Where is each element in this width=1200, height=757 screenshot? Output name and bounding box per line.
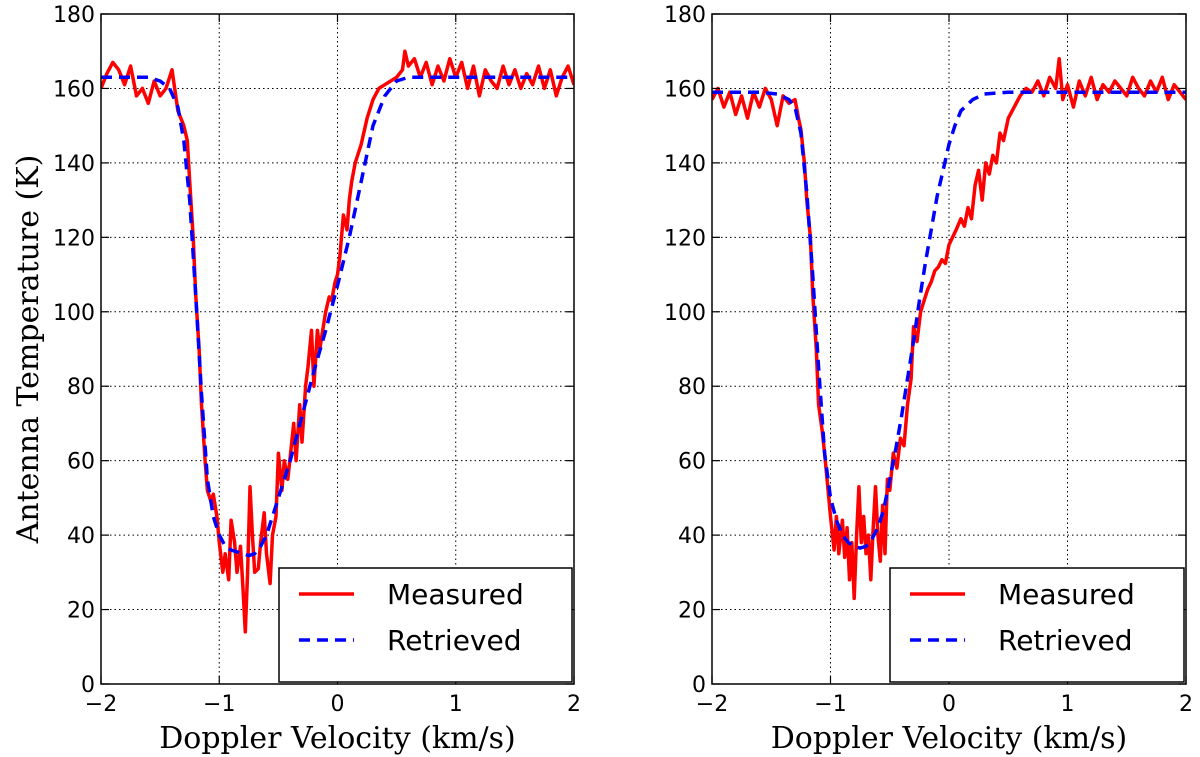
legend-box <box>889 567 1185 683</box>
x-tick-label: 0 <box>942 692 956 717</box>
y-tick-label: 140 <box>664 152 706 177</box>
y-tick-label: 120 <box>664 226 706 251</box>
y-tick-label: 80 <box>678 375 706 400</box>
series-line-measured <box>712 56 1186 601</box>
legend-label-retrieved: Retrieved <box>998 624 1133 657</box>
y-tick-label: 60 <box>678 450 706 475</box>
series-line-retrieved <box>101 75 574 558</box>
x-tick-label: −1 <box>203 692 235 717</box>
x-axis-label: Doppler Velocity (km/s) <box>771 721 1128 756</box>
legend-box <box>278 567 573 683</box>
x-axis-label: Doppler Velocity (km/s) <box>159 721 516 756</box>
y-tick-label: 0 <box>81 673 95 698</box>
legend-label-retrieved: Retrieved <box>387 624 522 657</box>
x-tick-label: 2 <box>567 692 581 717</box>
x-tick-label: 1 <box>449 692 463 717</box>
y-tick-label: 100 <box>53 301 95 326</box>
y-tick-label: 40 <box>678 524 706 549</box>
legend: Measured Retrieved <box>278 567 573 683</box>
legend-label-measured: Measured <box>998 578 1135 611</box>
y-tick-label: 160 <box>664 77 706 102</box>
y-tick-label: 180 <box>53 3 95 28</box>
y-axis-label: Antenna Temperature (K) <box>11 155 46 545</box>
x-tick-label: −1 <box>814 692 846 717</box>
y-tick-label: 160 <box>53 77 95 102</box>
x-tick-label: 0 <box>331 692 345 717</box>
y-tick-label: 20 <box>678 599 706 624</box>
legend: Measured Retrieved <box>889 567 1185 683</box>
y-tick-label: 180 <box>664 3 706 28</box>
legend-label-measured: Measured <box>387 578 524 611</box>
y-tick-label: 140 <box>53 152 95 177</box>
y-tick-label: 60 <box>67 450 95 475</box>
x-tick-label: −2 <box>85 692 117 717</box>
series-line-measured <box>101 49 574 634</box>
series-line-retrieved <box>712 90 1186 550</box>
y-tick-label: 20 <box>67 599 95 624</box>
y-tick-label: 100 <box>664 301 706 326</box>
y-tick-label: 120 <box>53 226 95 251</box>
x-tick-label: 2 <box>1179 692 1193 717</box>
x-tick-label: −2 <box>696 692 728 717</box>
y-tick-label: 80 <box>67 375 95 400</box>
y-tick-label: 0 <box>692 673 706 698</box>
x-tick-label: 1 <box>1061 692 1075 717</box>
y-tick-label: 40 <box>67 524 95 549</box>
